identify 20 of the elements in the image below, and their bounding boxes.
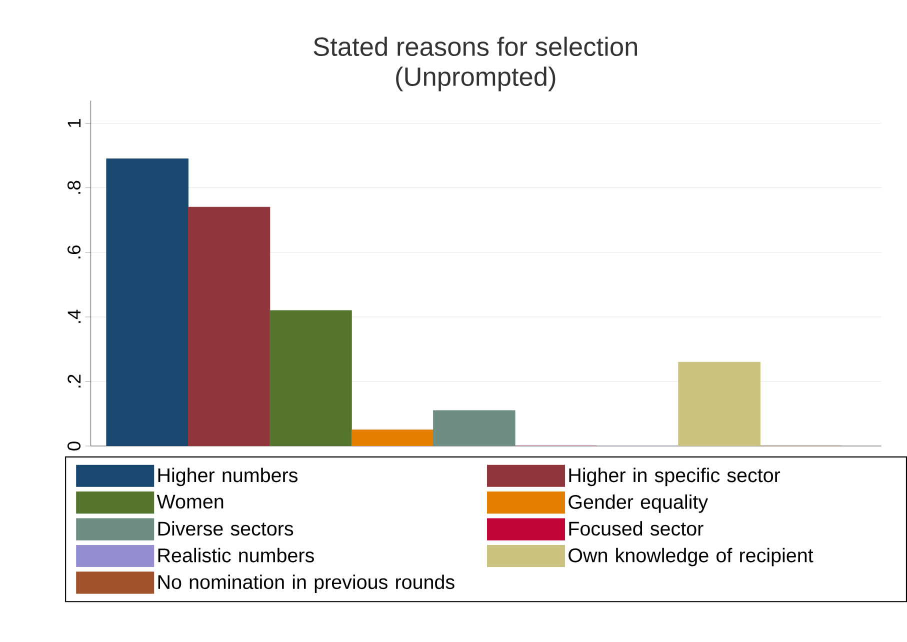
bar xyxy=(188,206,270,446)
chart-subtitle: (Unprompted) xyxy=(396,66,556,92)
legend-label: Higher numbers xyxy=(158,468,298,486)
y-tick-label: .8 xyxy=(67,180,81,194)
y-tick-label: .2 xyxy=(68,374,81,388)
y-tick-label: .6 xyxy=(67,245,81,258)
chart-title: Stated reasons for selection xyxy=(314,36,637,56)
legend-label: Higher in specific sector xyxy=(569,468,780,486)
bar xyxy=(351,429,434,446)
bar xyxy=(106,158,188,446)
y-tick-label: 0 xyxy=(67,441,81,450)
legend-label: Gender equality xyxy=(568,494,708,513)
y-tick-label: 1 xyxy=(68,118,81,127)
legend-label: Realistic numbers xyxy=(158,548,314,562)
legend-label: Diverse sectors xyxy=(158,520,294,536)
legend-label: Focused sector xyxy=(569,520,704,536)
y-tick-label: .4 xyxy=(68,310,81,323)
legend-label: No nomination in previous rounds xyxy=(158,574,454,593)
legend-label: Women xyxy=(156,494,224,508)
legend-label: Own knowledge of recipient xyxy=(568,548,814,566)
